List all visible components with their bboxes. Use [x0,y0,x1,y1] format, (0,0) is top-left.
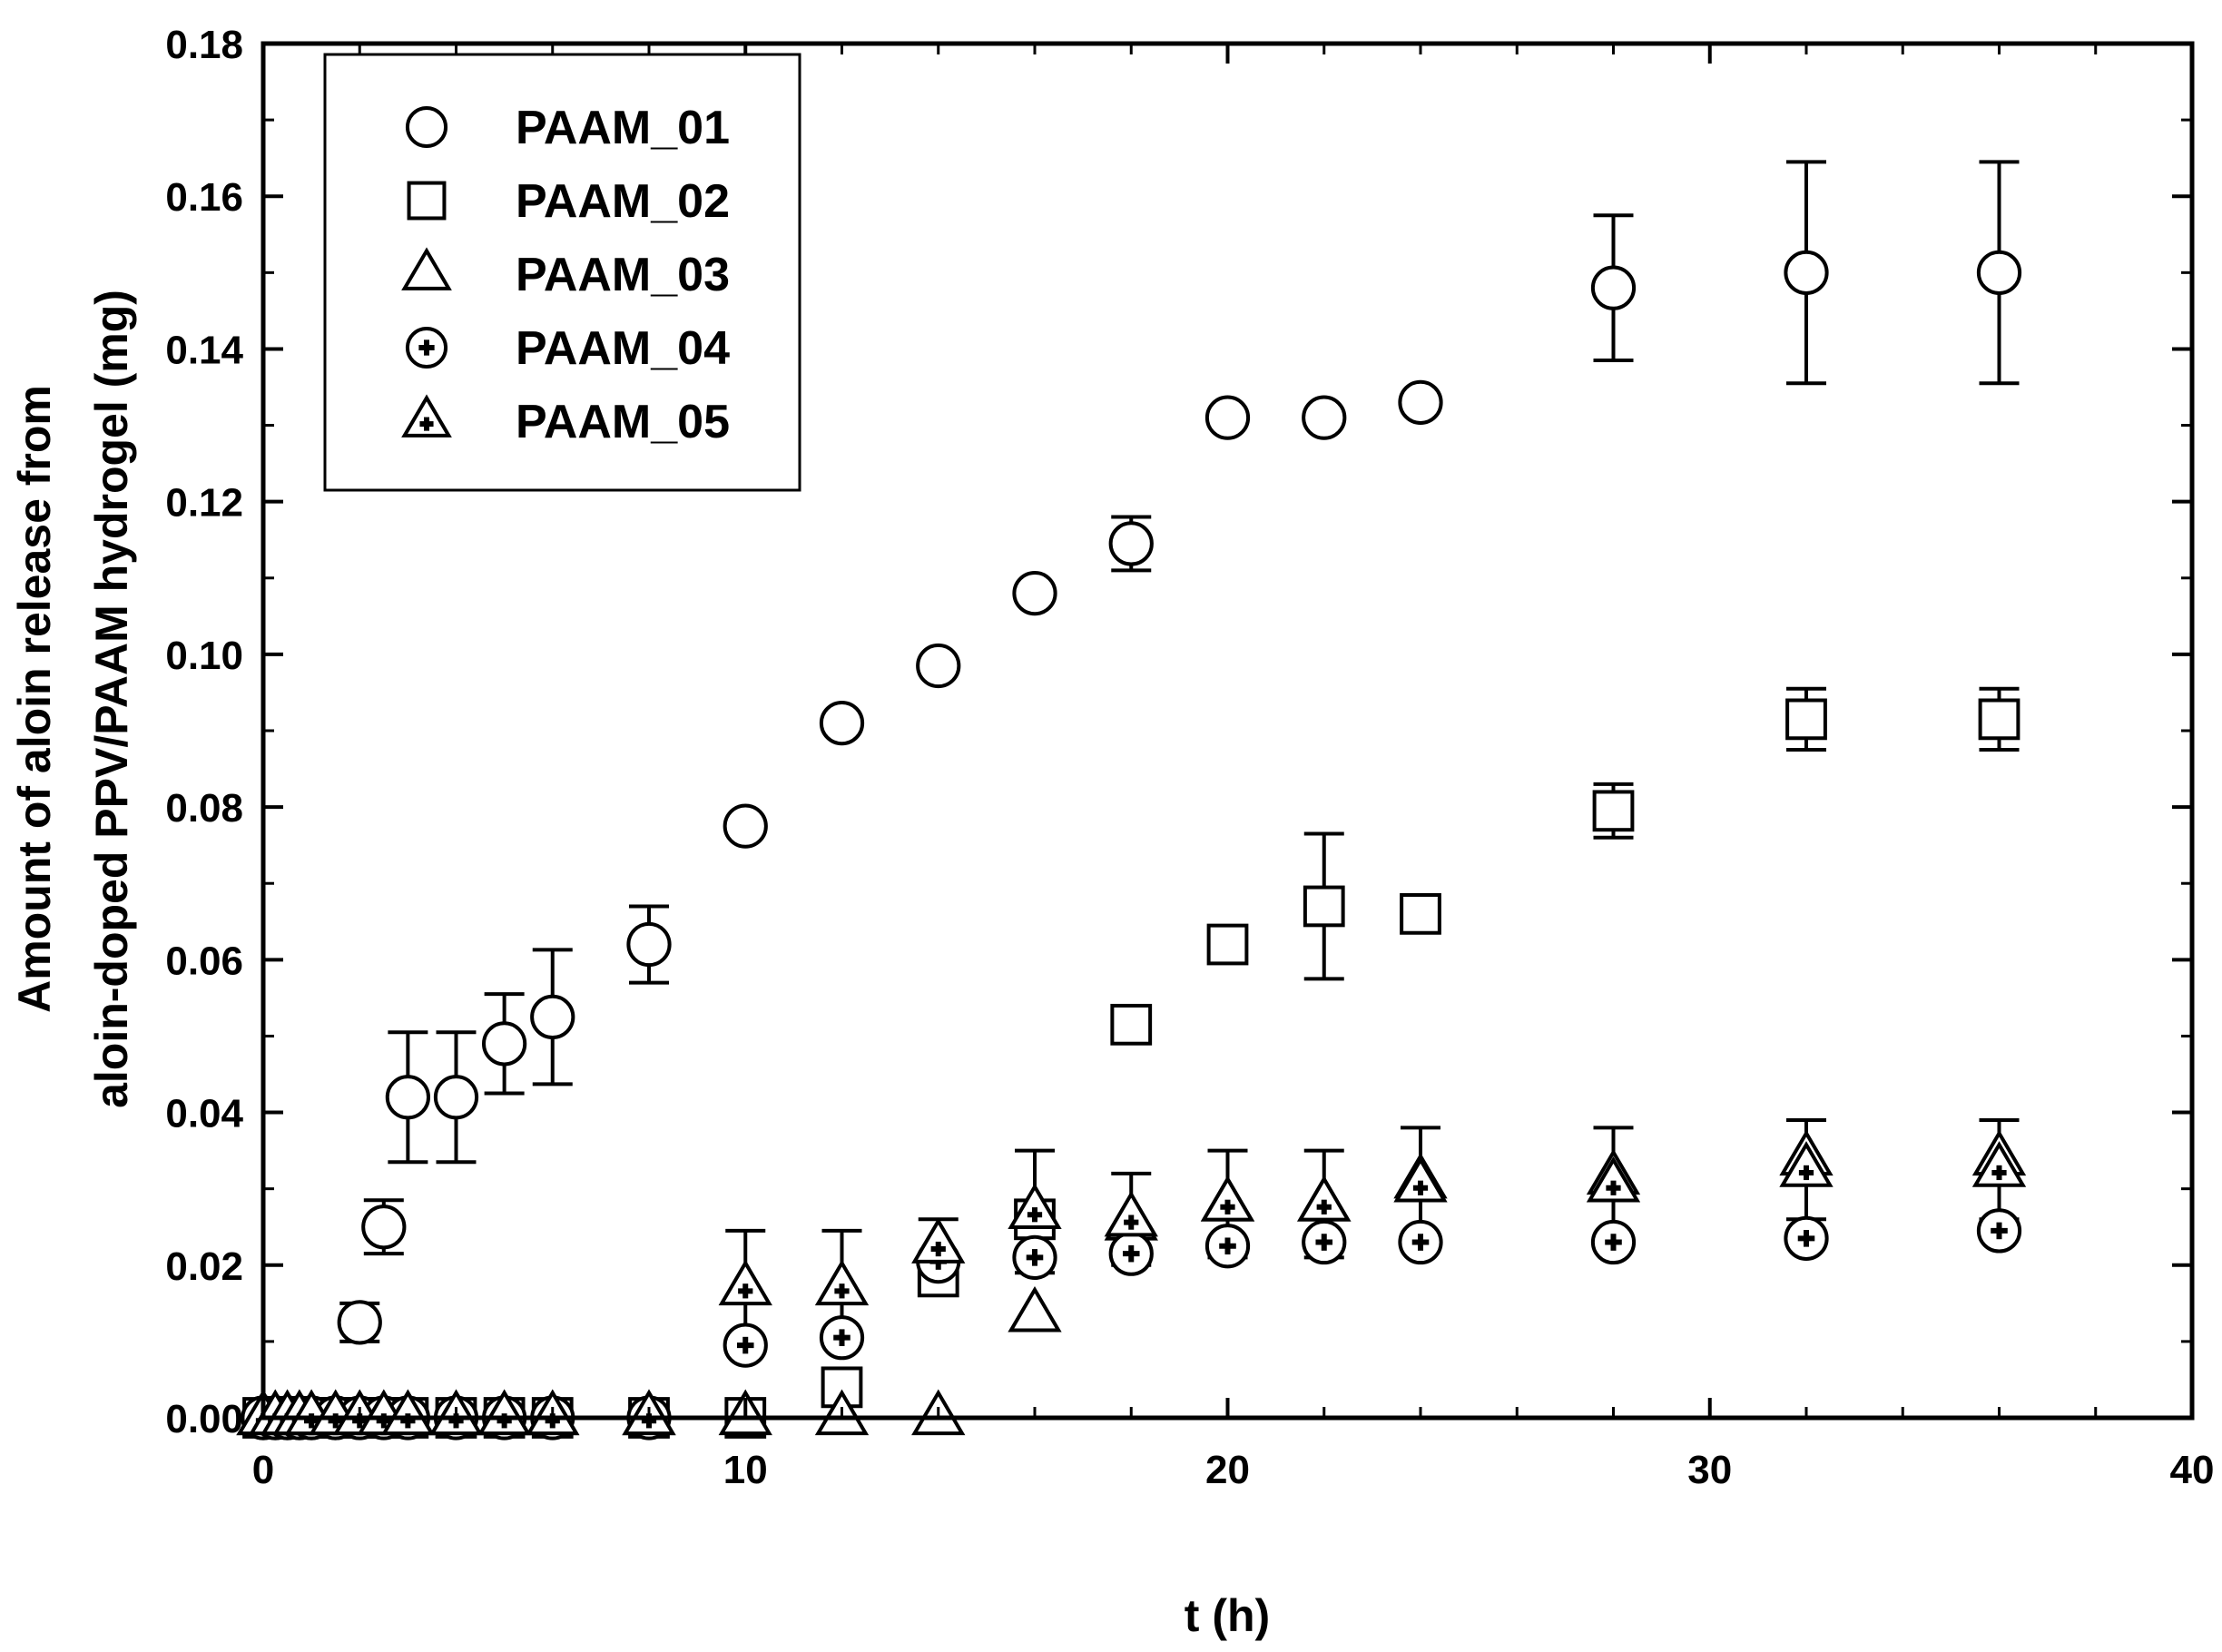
y-tick-label: 0.08 [165,786,243,831]
legend-label-paam-02: PAAM_02 [516,175,730,228]
paam-01-point [433,1075,479,1120]
paam-02-point [1785,698,1827,741]
axes: 0 10 20 30 40 0.00 0.02 0.04 0.06 0.08 0.10 0.12 0.1… [165,23,2214,1492]
legend-marker-paam-05 [401,394,452,438]
x-tick-label: 0 [252,1448,274,1492]
legend-marker-paam-01 [405,105,448,149]
y-tick-label: 0.04 [165,1092,243,1136]
paam-04-point [723,1323,768,1368]
y-tick-label: 0.16 [165,175,243,220]
paam-01-point [1784,250,1829,295]
paam-04-point [1108,1231,1154,1276]
paam-01-point [819,700,865,746]
paam-01-point [530,994,575,1040]
legend-label-paam-03: PAAM_03 [516,249,730,301]
paam-01-point [1590,265,1637,310]
paam-04-point [1976,1208,2022,1254]
paam-01-point [361,1205,407,1250]
legend-label-paam-04: PAAM_04 [516,322,730,375]
paam-01-point [626,921,672,968]
x-tick-label: 10 [723,1448,768,1492]
y-tick-label: 0.06 [165,939,243,983]
x-tick-label: 40 [2170,1448,2215,1492]
paam-01-point [482,1021,527,1067]
legend-items: PAAM_01 PAAM_02 PAAM_03 PAAM_04 PAAM_05 [401,102,730,448]
paam-01-point [1976,250,2022,295]
paam-02-point [1110,1003,1153,1046]
paam-01-point [723,803,768,849]
paam-05-point [1297,1175,1352,1222]
legend-box [323,53,801,492]
y-axis-title-line-2: aloin-doped PPV/PAAM hydrogel (mg) [86,290,137,1108]
paam-05-point [718,1259,772,1306]
paam-04-point [1302,1219,1347,1265]
paam-01-point [1204,395,1251,440]
paam-03-point [1008,1285,1062,1332]
paam-05-point [1008,1183,1062,1229]
y-tick-label: 0.18 [165,23,243,67]
paam-02-point [1400,892,1441,935]
y-tick-label: 0.10 [165,634,243,678]
y-tick-label: 0.02 [165,1244,243,1289]
paam-01-point [1108,521,1154,566]
paam-01-point [1398,379,1443,425]
paam-01-point [1302,395,1347,440]
y-tick-label: 0.00 [165,1397,243,1441]
paam-02-point [1206,923,1249,966]
paam-02-point [1978,698,2020,741]
legend-marker-paam-04 [405,326,448,369]
x-tick-label: 30 [1687,1448,1732,1492]
paam-05-point [911,1217,966,1264]
y-tick-label: 0.12 [165,481,243,526]
paam-04-point [1204,1224,1251,1269]
legend: PAAM_01 PAAM_02 PAAM_03 PAAM_04 PAAM_05 [323,53,801,492]
y-tick-label: 0.14 [165,328,243,372]
data-markers [236,250,2027,1441]
paam-02-point [1592,790,1635,832]
legend-label-paam-01: PAAM_01 [516,102,730,154]
paam-05-point [1393,1155,1448,1203]
paam-01-point [916,643,961,689]
paam-05-point [814,1259,870,1306]
paam-01-point [385,1075,430,1120]
legend-marker-paam-02 [407,181,447,221]
paam-04-point [1398,1219,1443,1265]
x-axis-title: t (h) [1185,1590,1270,1641]
paam-01-point [337,1300,382,1345]
paam-01-point [1012,570,1057,616]
paam-04-point [819,1315,865,1361]
x-tick-label: 20 [1205,1448,1250,1492]
y-axis-title-line-1: Amount of aloin release from [9,385,60,1013]
paam-05-point [1104,1190,1158,1237]
legend-label-paam-05: PAAM_05 [516,396,730,448]
paam-05-point [1200,1175,1255,1222]
paam-04-point [1784,1215,1829,1261]
paam-05-point [1971,1141,2027,1187]
paam-05-point [1586,1155,1641,1203]
paam-04-point [1012,1234,1057,1280]
paam-05-point [1779,1141,1834,1187]
paam-04-point [1590,1219,1637,1265]
paam-02-point [1303,885,1345,928]
legend-marker-paam-03 [401,247,452,290]
